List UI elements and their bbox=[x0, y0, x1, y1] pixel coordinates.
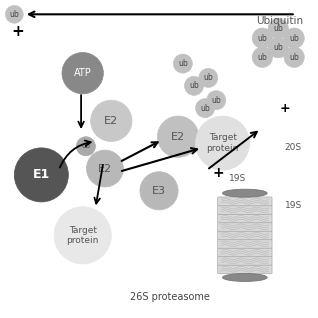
Text: ub: ub bbox=[204, 73, 213, 82]
Text: ub: ub bbox=[273, 43, 283, 52]
Text: ub: ub bbox=[81, 143, 90, 149]
Circle shape bbox=[140, 172, 178, 210]
Text: +: + bbox=[212, 166, 224, 180]
Text: ub: ub bbox=[258, 53, 267, 62]
FancyBboxPatch shape bbox=[218, 197, 272, 206]
FancyBboxPatch shape bbox=[218, 231, 272, 240]
FancyBboxPatch shape bbox=[218, 205, 272, 214]
FancyBboxPatch shape bbox=[218, 265, 272, 274]
FancyBboxPatch shape bbox=[218, 239, 272, 248]
Text: +: + bbox=[279, 102, 290, 114]
Text: ub: ub bbox=[10, 10, 19, 19]
Text: ub: ub bbox=[273, 24, 283, 33]
Text: ATP: ATP bbox=[74, 68, 92, 78]
Text: 19S: 19S bbox=[229, 174, 246, 183]
Ellipse shape bbox=[223, 273, 267, 281]
Text: ub: ub bbox=[289, 34, 299, 43]
Circle shape bbox=[284, 28, 304, 48]
Text: Target
protein: Target protein bbox=[66, 225, 99, 245]
Text: 19S: 19S bbox=[285, 201, 302, 210]
Text: E1: E1 bbox=[33, 169, 50, 181]
Circle shape bbox=[54, 207, 111, 264]
Text: ub: ub bbox=[178, 59, 188, 68]
Circle shape bbox=[196, 99, 215, 118]
FancyBboxPatch shape bbox=[218, 222, 272, 231]
Text: ub: ub bbox=[289, 53, 299, 62]
Circle shape bbox=[268, 38, 288, 58]
Text: 26S proteasome: 26S proteasome bbox=[130, 292, 210, 302]
Text: Target
protein: Target protein bbox=[206, 133, 239, 153]
Ellipse shape bbox=[223, 189, 267, 197]
Circle shape bbox=[62, 52, 103, 94]
Circle shape bbox=[252, 47, 273, 67]
Circle shape bbox=[199, 68, 218, 87]
FancyBboxPatch shape bbox=[218, 214, 272, 223]
Circle shape bbox=[157, 116, 199, 157]
Circle shape bbox=[284, 47, 304, 67]
Text: E2: E2 bbox=[98, 163, 112, 174]
Text: ub: ub bbox=[258, 34, 267, 43]
Circle shape bbox=[14, 148, 68, 202]
Text: ub: ub bbox=[189, 81, 199, 90]
Circle shape bbox=[5, 5, 23, 23]
FancyBboxPatch shape bbox=[218, 248, 272, 257]
Circle shape bbox=[268, 18, 288, 39]
Circle shape bbox=[207, 91, 226, 110]
Text: E2: E2 bbox=[171, 132, 185, 142]
Text: 20S: 20S bbox=[285, 143, 302, 152]
Text: E2: E2 bbox=[104, 116, 118, 126]
Circle shape bbox=[252, 28, 273, 48]
Circle shape bbox=[184, 76, 204, 95]
Circle shape bbox=[86, 150, 123, 187]
Circle shape bbox=[91, 100, 132, 142]
Circle shape bbox=[76, 137, 95, 156]
Text: E3: E3 bbox=[152, 186, 166, 196]
Circle shape bbox=[196, 116, 250, 170]
Circle shape bbox=[173, 54, 192, 73]
Text: +: + bbox=[11, 24, 24, 39]
Text: ub: ub bbox=[200, 104, 210, 113]
Text: Ubiquitin: Ubiquitin bbox=[256, 16, 303, 26]
Text: ub: ub bbox=[211, 96, 221, 105]
FancyBboxPatch shape bbox=[218, 256, 272, 265]
